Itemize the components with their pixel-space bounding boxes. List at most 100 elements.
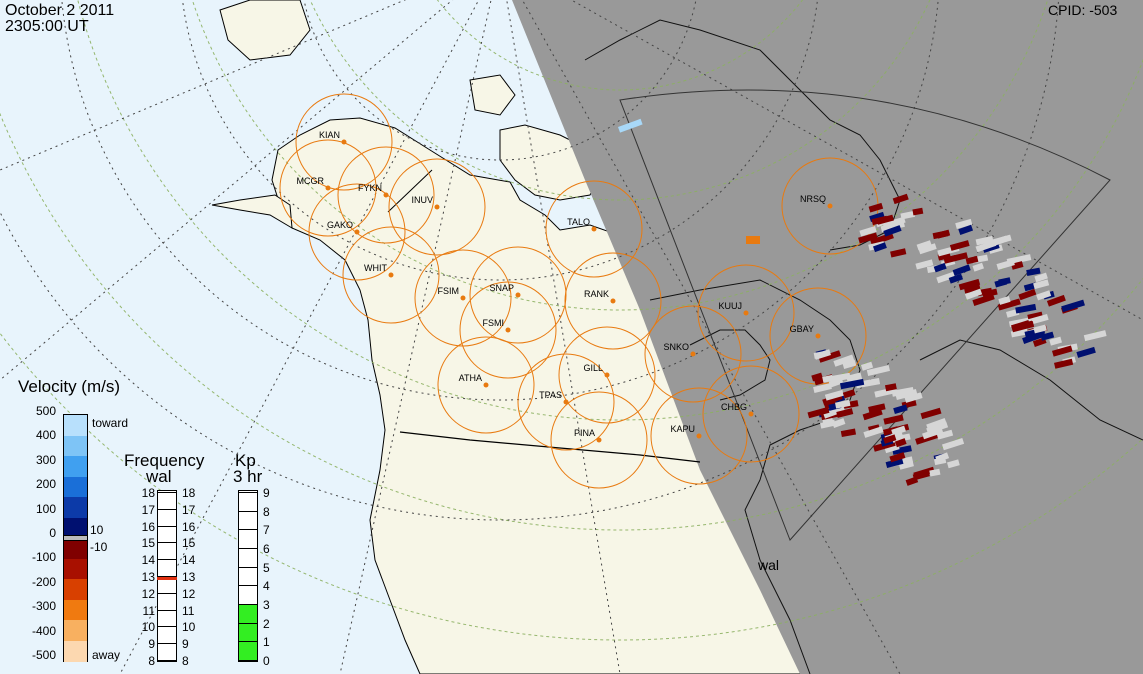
frequency-tick-left: 16	[141, 519, 155, 534]
frequency-tick-left: 10	[141, 620, 155, 635]
scatter-cell	[955, 218, 973, 229]
scatter-cell	[998, 277, 1011, 286]
kp-tick-line	[238, 622, 258, 624]
scatter-cell	[922, 427, 944, 440]
scatter-cell	[1052, 345, 1073, 357]
kp-tick-line	[238, 660, 258, 661]
velocity-tick-label: 200	[35, 477, 56, 492]
station-label: GILL	[583, 363, 603, 373]
frequency-tick-left: 15	[141, 536, 155, 551]
frequency-tick-line	[157, 542, 177, 544]
station-label: FSMI	[483, 318, 505, 328]
station-marker	[815, 333, 821, 339]
scatter-cell	[829, 372, 851, 383]
scatter-cell	[904, 392, 923, 403]
scatter-cell	[1036, 290, 1052, 301]
kp-tick-label: 5	[263, 560, 270, 575]
velocity-tick-label: -300	[31, 599, 56, 614]
velocity-zero-band	[64, 535, 87, 541]
frequency-tick-line	[157, 609, 177, 611]
velocity-color-segment	[64, 415, 87, 436]
station-marker	[604, 372, 610, 378]
station-fov-circle	[702, 365, 800, 463]
station-label: RANK	[584, 289, 609, 299]
scatter-cell	[863, 426, 884, 438]
frequency-tick-line	[157, 576, 177, 577]
kp-tick-label: 8	[263, 504, 270, 519]
station-label: KIAN	[319, 130, 340, 140]
scatter-cell	[818, 350, 841, 363]
station-marker	[563, 399, 569, 405]
scatter-cell	[998, 296, 1011, 305]
station-marker	[515, 292, 521, 298]
velocity-color-segment	[64, 599, 87, 621]
station-fov-circles	[279, 93, 879, 489]
scatter-cell	[807, 406, 830, 419]
scatter-cell	[1054, 358, 1074, 369]
scatter-cell	[880, 220, 905, 233]
station-fov-circle	[308, 183, 406, 281]
scatter-cell	[942, 438, 965, 451]
scatter-cell	[892, 193, 909, 205]
scatter-cell	[866, 365, 890, 376]
frequency-tick-right: 9	[182, 637, 189, 652]
station-marker	[743, 310, 749, 316]
scatter-cell	[1061, 299, 1085, 313]
station-marker	[388, 272, 394, 278]
scatter-cell	[1026, 267, 1041, 276]
station-label: FYKN	[358, 183, 382, 193]
scatter-cell	[1033, 324, 1047, 334]
scatter-cell	[746, 236, 760, 244]
scatter-cell	[893, 404, 908, 414]
station-fov-circle	[388, 158, 486, 256]
national-border	[399, 431, 701, 463]
station-label: GBAY	[790, 324, 814, 334]
land-masses	[211, 0, 806, 674]
station-marker	[341, 139, 347, 145]
station-marker	[827, 203, 833, 209]
kp-tick-label: 7	[263, 523, 270, 538]
scatter-cell	[823, 405, 846, 419]
station-label: WHIT	[364, 263, 387, 273]
velocity-tick-label: -200	[31, 574, 56, 589]
station-label: SNAP	[489, 283, 514, 293]
frequency-tick-right: 12	[182, 586, 196, 601]
alaska-border	[387, 169, 433, 213]
scatter-cell	[1015, 303, 1037, 314]
date-label: October 2 2011	[5, 2, 115, 19]
scatter-cell	[958, 278, 981, 291]
scatter-cell	[885, 457, 904, 469]
scatter-cell	[891, 425, 906, 436]
scatter-cell	[1033, 279, 1050, 290]
kp-tick-line	[238, 641, 258, 643]
velocity-color-segment	[64, 517, 87, 539]
scatter-cell	[933, 262, 947, 273]
kp-tick-line	[238, 604, 258, 605]
scatter-cell	[876, 214, 894, 225]
scatter-cell	[1083, 330, 1107, 342]
night-side	[512, 0, 1143, 674]
frequency-tick-line	[157, 559, 177, 561]
scatter-cell	[891, 433, 911, 443]
station-fov-circle	[337, 146, 435, 244]
scatter-cell	[840, 378, 865, 390]
kp-tick-label: 0	[263, 654, 270, 668]
backscatter-cells	[618, 118, 1107, 486]
station-fov-circle	[644, 305, 742, 403]
scatter-cell	[858, 232, 878, 244]
velocity-tick-label: -400	[31, 623, 56, 638]
velocity-tick-label: 400	[35, 428, 56, 443]
velocity-band-minus: -10	[90, 540, 108, 554]
frequency-tick-right: 13	[182, 570, 196, 584]
frequency-tick-right: 8	[182, 654, 189, 668]
kp-tick-line	[238, 492, 258, 493]
station-label: ATHA	[459, 373, 482, 383]
scatter-cell	[890, 248, 907, 258]
frequency-tick-line	[157, 643, 177, 645]
scatter-cell	[872, 242, 887, 253]
scatter-cell	[885, 383, 897, 392]
alaska-peninsula	[211, 194, 293, 229]
